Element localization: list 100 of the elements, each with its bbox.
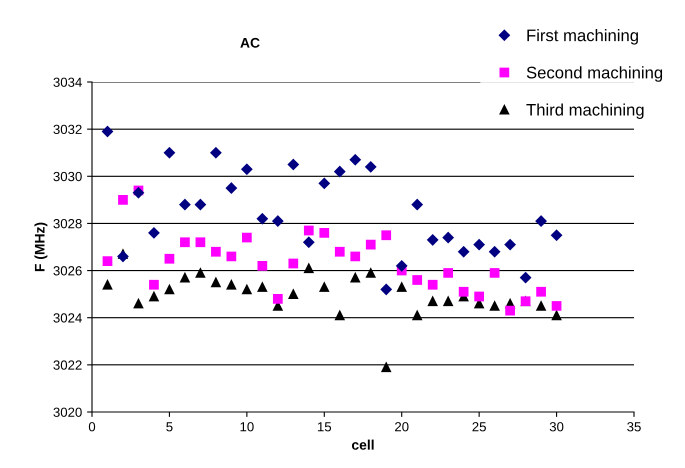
- point: [226, 280, 236, 290]
- point: [117, 250, 129, 262]
- point: [366, 268, 376, 278]
- point: [474, 292, 484, 302]
- point: [334, 246, 345, 257]
- point: [288, 289, 298, 300]
- point: [381, 362, 392, 372]
- point: [242, 232, 252, 242]
- x-tick-label: 35: [627, 422, 641, 432]
- y-tick-label: 3028: [53, 218, 82, 228]
- point: [381, 230, 392, 240]
- point: [288, 258, 298, 268]
- point: [380, 284, 392, 296]
- point: [552, 301, 562, 311]
- chart-title: AC: [240, 38, 260, 48]
- point: [442, 232, 454, 244]
- point: [118, 194, 128, 205]
- point: [412, 310, 422, 320]
- point: [256, 213, 268, 224]
- point: [210, 147, 222, 158]
- point: [164, 254, 174, 264]
- point: [396, 282, 407, 292]
- point: [318, 178, 330, 189]
- y-tick-label: 3026: [53, 266, 82, 276]
- y-tick-label: 3020: [53, 408, 82, 417]
- point: [427, 234, 438, 246]
- legend-label: First machining: [527, 29, 638, 45]
- point: [303, 236, 314, 248]
- x-axis-title: cell: [352, 440, 374, 450]
- point: [366, 240, 376, 250]
- point: [180, 237, 190, 248]
- point: [180, 272, 190, 283]
- y-tick-label: 3030: [53, 172, 82, 182]
- point: [134, 298, 144, 308]
- point: [536, 301, 546, 311]
- point: [458, 286, 469, 297]
- point: [149, 280, 159, 290]
- x-tick-label: 10: [240, 422, 254, 432]
- point: [319, 282, 330, 292]
- point: [334, 166, 346, 178]
- point: [412, 198, 423, 210]
- x-tick-label: 20: [395, 422, 409, 432]
- y-tick-label: 3024: [53, 313, 82, 323]
- point: [102, 126, 114, 138]
- point: [179, 198, 191, 210]
- y-tick-label: 3022: [53, 360, 82, 370]
- y-axis-title: F (MHz): [34, 222, 48, 272]
- point: [334, 310, 345, 320]
- point: [535, 215, 547, 227]
- point: [211, 246, 221, 257]
- point: [164, 284, 174, 294]
- point: [319, 228, 330, 238]
- point: [365, 161, 376, 172]
- point: [552, 310, 562, 320]
- point: [241, 164, 252, 175]
- point: [350, 154, 361, 166]
- point: [428, 296, 438, 306]
- point: [288, 158, 299, 170]
- legend-label: Second machining: [526, 66, 662, 82]
- point: [474, 239, 485, 250]
- point: [242, 284, 252, 294]
- point: [226, 252, 236, 262]
- point: [257, 260, 268, 271]
- y-tick-label: 3034: [53, 78, 82, 87]
- point: [272, 215, 284, 227]
- point: [304, 226, 314, 236]
- point: [504, 239, 516, 250]
- point: [149, 292, 159, 302]
- x-tick-label: 15: [318, 422, 332, 432]
- point: [490, 268, 500, 278]
- point: [458, 246, 470, 258]
- point: [132, 187, 144, 198]
- point: [550, 230, 562, 241]
- point: [350, 272, 360, 283]
- point: [194, 198, 206, 210]
- point: [211, 277, 221, 288]
- point: [536, 286, 546, 297]
- point: [520, 272, 532, 284]
- point: [350, 252, 360, 262]
- x-tick-label: 30: [550, 422, 564, 432]
- x-tick-label: 0: [88, 422, 96, 432]
- point: [505, 306, 515, 316]
- point: [148, 227, 160, 238]
- point: [304, 263, 314, 274]
- point: [490, 301, 500, 311]
- point: [396, 260, 408, 272]
- point: [272, 294, 283, 304]
- point: [443, 296, 454, 306]
- point: [196, 268, 206, 278]
- point: [489, 246, 500, 258]
- point: [412, 275, 422, 285]
- x-tick-label: 25: [472, 422, 486, 432]
- y-tick-label: 3032: [53, 124, 82, 134]
- point: [102, 280, 112, 290]
- x-tick-label: 5: [166, 422, 173, 432]
- legend-label: Third machining: [526, 103, 644, 119]
- point: [196, 237, 206, 248]
- point: [164, 147, 176, 158]
- point: [257, 282, 268, 292]
- point: [102, 256, 112, 266]
